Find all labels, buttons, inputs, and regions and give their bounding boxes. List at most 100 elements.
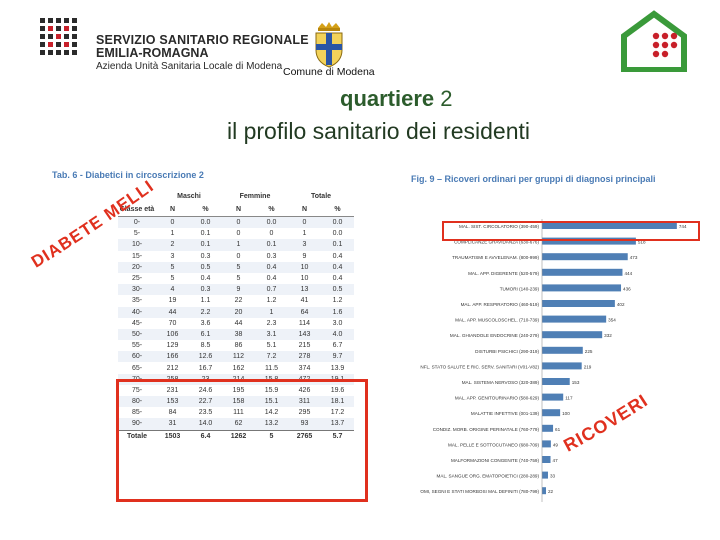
age-class-header: Classe età	[118, 203, 156, 217]
total-cell: 1503	[156, 429, 189, 442]
category-label: MAL. APP. GENITOURINARIO (580-629)	[455, 396, 540, 401]
table-cell: 16.7	[198, 364, 213, 372]
table-cell: 17.2	[330, 409, 345, 417]
category-label: F. INFL. STATO SALUTE E RIC. SERV. SANIT…	[420, 364, 539, 369]
table-cell: 3.1	[255, 328, 288, 341]
category-label: MAL. SIST. CIRCOLATORIO (390-459)	[459, 224, 539, 229]
comune-label: Comune di Modena	[283, 66, 375, 78]
table-cell: 8.5	[200, 342, 211, 350]
table-cell: 1.2	[266, 297, 277, 305]
age-class-cell: 5-	[133, 230, 141, 238]
category-label: CONDIZ. MORB. ORIGINE PERINATALE (760-77…	[433, 427, 540, 432]
table-row: 60- 166 12.6 112 7.2 278 9.7	[118, 351, 354, 363]
bar	[542, 315, 607, 323]
table-row: 90- 31 14.0 62 13.2 93 13.7	[118, 418, 354, 431]
table-cell: 195	[232, 386, 245, 394]
table-cell: 1.6	[321, 306, 354, 318]
table-row: 30- 4 0.3 9 0.7 13 0.5	[118, 284, 354, 296]
category-label: MAL. SISTEMA NERVOSO (320-389)	[462, 380, 540, 385]
table-row: 0- 0 0.0 0 0.0 0 0.0	[118, 216, 354, 229]
table-cell: 62	[222, 418, 255, 431]
table-cell: 10	[300, 275, 309, 283]
table-cell: 12.6	[189, 351, 222, 363]
table-cell: 0	[236, 252, 241, 260]
table-cell: 1	[222, 239, 255, 251]
table-cell: 38	[222, 328, 255, 341]
group-header-total: Totale	[310, 193, 332, 200]
table-cell: 14.2	[264, 409, 279, 417]
table-cell: 5	[170, 275, 175, 283]
age-class-cell: 30-	[118, 284, 156, 296]
hospitalization-stamp: RICOVERI	[560, 390, 650, 456]
table-cell: 0	[269, 230, 274, 238]
age-class-cell: 60-	[118, 351, 156, 363]
table-total-row: Totale 1503 6.4 1262 5 2765 5.7	[118, 429, 354, 442]
age-class-cell: 55-	[131, 342, 143, 350]
col-header: N	[222, 203, 255, 217]
col-header: N	[288, 203, 321, 217]
table-row: 10- 2 0.1 1 0.1 3 0.1	[118, 239, 354, 251]
table-cell: 231	[166, 386, 179, 394]
group-header-female: Femmine	[239, 193, 271, 200]
table-cell: 18.1	[321, 396, 354, 408]
bar	[542, 409, 561, 417]
age-class-cell: 35-	[131, 297, 143, 305]
bar	[542, 362, 582, 370]
value-label: 354	[608, 318, 616, 323]
table-row: 20- 5 0.5 5 0.4 10 0.4	[118, 261, 354, 273]
table-cell: 158	[222, 396, 255, 408]
table-cell: 311	[288, 396, 321, 408]
table-cell: 0	[222, 216, 255, 229]
value-label: 61	[555, 427, 561, 432]
table-cell: 86	[234, 342, 243, 350]
table-cell: 0.0	[255, 216, 288, 229]
table-cell: 106	[156, 328, 189, 341]
table-row: 50- 106 6.1 38 3.1 143 4.0	[118, 328, 354, 341]
total-cell: 6.4	[189, 429, 222, 442]
ssr-line3: Azienda Unità Sanitaria Locale di Modena	[96, 61, 283, 72]
table-cell: 1	[302, 230, 307, 238]
table-cell: 2.3	[266, 319, 277, 327]
diabetes-stamp-text: DIABETE MELLITO	[26, 178, 157, 272]
table-cell: 0	[156, 216, 189, 229]
modena-crest-icon	[315, 22, 343, 68]
table-cell: 0.5	[189, 261, 222, 273]
table-cell: 0	[236, 230, 241, 238]
category-label: MALATTIE INFETTIVE (001-139)	[471, 411, 540, 416]
value-label: 47	[553, 458, 559, 463]
bar	[542, 237, 636, 245]
table-cell: 0	[288, 216, 321, 229]
diabetes-stamp: DIABETE MELLITO	[26, 178, 157, 272]
age-class-cell: 25-	[131, 275, 143, 283]
category-label: MALFORMAZIONI CONGENITE (740-759)	[451, 458, 540, 463]
age-class-cell: 65-	[131, 364, 143, 372]
table-cell: 15.1	[255, 396, 288, 408]
table-cell: 111	[233, 409, 244, 417]
table-cell: 129	[166, 342, 179, 350]
category-label: MAL. APP. MUSCOLOSCHEL. (710-739)	[455, 318, 539, 323]
table-cell: 3	[288, 239, 321, 251]
age-class-cell: 45-	[131, 319, 143, 327]
total-cell: 2765	[288, 429, 321, 442]
table-cell: 0.5	[321, 284, 354, 296]
table-cell: 6.7	[332, 342, 343, 350]
chart-highlight-box	[442, 221, 700, 241]
table-cell: 22.7	[189, 396, 222, 408]
table-cell: 14.0	[189, 418, 222, 431]
table-row: 65- 212 16.7 162 11.5 374 13.9	[118, 362, 354, 373]
table-cell: 4	[156, 284, 189, 296]
table-cell: 4.0	[321, 328, 354, 341]
ssr-line2: EMILIA-ROMAGNA	[96, 46, 209, 60]
table-cell: 84	[168, 409, 177, 417]
table-cell: 0.4	[332, 275, 343, 283]
house-logo-icon	[621, 10, 687, 72]
bar	[542, 393, 564, 401]
table-row: 40- 44 2.2 20 1 64 1.6	[118, 306, 354, 318]
table-cell: 44	[234, 319, 243, 327]
table-cell: 11.5	[264, 364, 279, 372]
category-label: MAL. APP. RESPIRATORIO (460-519)	[461, 302, 540, 307]
age-class-cell: 15-	[131, 252, 143, 260]
group-header-male: Maschi	[177, 193, 201, 200]
table-cell: 93	[288, 418, 321, 431]
category-label: TUMORI (140-239)	[500, 286, 540, 291]
